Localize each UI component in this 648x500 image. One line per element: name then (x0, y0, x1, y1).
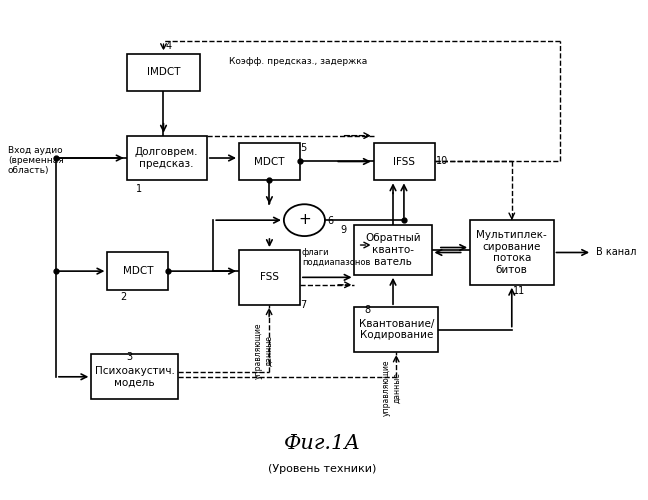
Text: управляющие
данные: управляющие данные (253, 322, 273, 378)
FancyBboxPatch shape (239, 143, 300, 180)
Text: 7: 7 (301, 300, 307, 310)
FancyBboxPatch shape (354, 307, 438, 352)
Text: Психоакустич.
модель: Психоакустич. модель (95, 366, 174, 388)
FancyBboxPatch shape (239, 250, 300, 304)
FancyBboxPatch shape (126, 136, 207, 180)
Text: IFSS: IFSS (393, 156, 415, 166)
Text: флаги
поддиапазонов: флаги поддиапазонов (302, 248, 370, 267)
Text: управляющие
данные: управляющие данные (382, 360, 401, 416)
Text: 11: 11 (513, 286, 526, 296)
Text: 9: 9 (340, 225, 346, 235)
Text: MDCT: MDCT (122, 266, 153, 276)
Text: MDCT: MDCT (254, 156, 284, 166)
FancyBboxPatch shape (354, 225, 432, 275)
Text: Коэфф. предсказ., задержка: Коэфф. предсказ., задержка (229, 57, 367, 66)
Text: Долговрем.
предсказ.: Долговрем. предсказ. (135, 147, 198, 169)
Text: 8: 8 (365, 304, 371, 314)
Text: 4: 4 (165, 41, 171, 51)
Text: Мультиплек-
сирование
потока
битов: Мультиплек- сирование потока битов (476, 230, 547, 275)
Text: FSS: FSS (260, 272, 279, 282)
Text: 2: 2 (120, 292, 126, 302)
Text: +: + (298, 212, 311, 226)
Text: Квантование/
Кодирование: Квантование/ Кодирование (358, 319, 434, 340)
Text: 5: 5 (301, 142, 307, 152)
Text: В канал: В канал (596, 248, 636, 258)
FancyBboxPatch shape (91, 354, 178, 399)
Text: 10: 10 (436, 156, 448, 166)
Text: IMDCT: IMDCT (146, 67, 180, 77)
Text: Вход аудио
(временная
область): Вход аудио (временная область) (8, 146, 64, 176)
Text: 6: 6 (327, 216, 333, 226)
FancyBboxPatch shape (470, 220, 553, 285)
Text: 3: 3 (126, 352, 133, 362)
Text: (Уровень техники): (Уровень техники) (268, 464, 376, 474)
Text: 1: 1 (136, 184, 143, 194)
Text: Фиг.1А: Фиг.1А (284, 434, 361, 454)
FancyBboxPatch shape (108, 252, 168, 290)
FancyBboxPatch shape (374, 143, 435, 180)
FancyBboxPatch shape (126, 54, 200, 91)
Text: Обратный
кванто-
ватель: Обратный кванто- ватель (365, 234, 421, 266)
